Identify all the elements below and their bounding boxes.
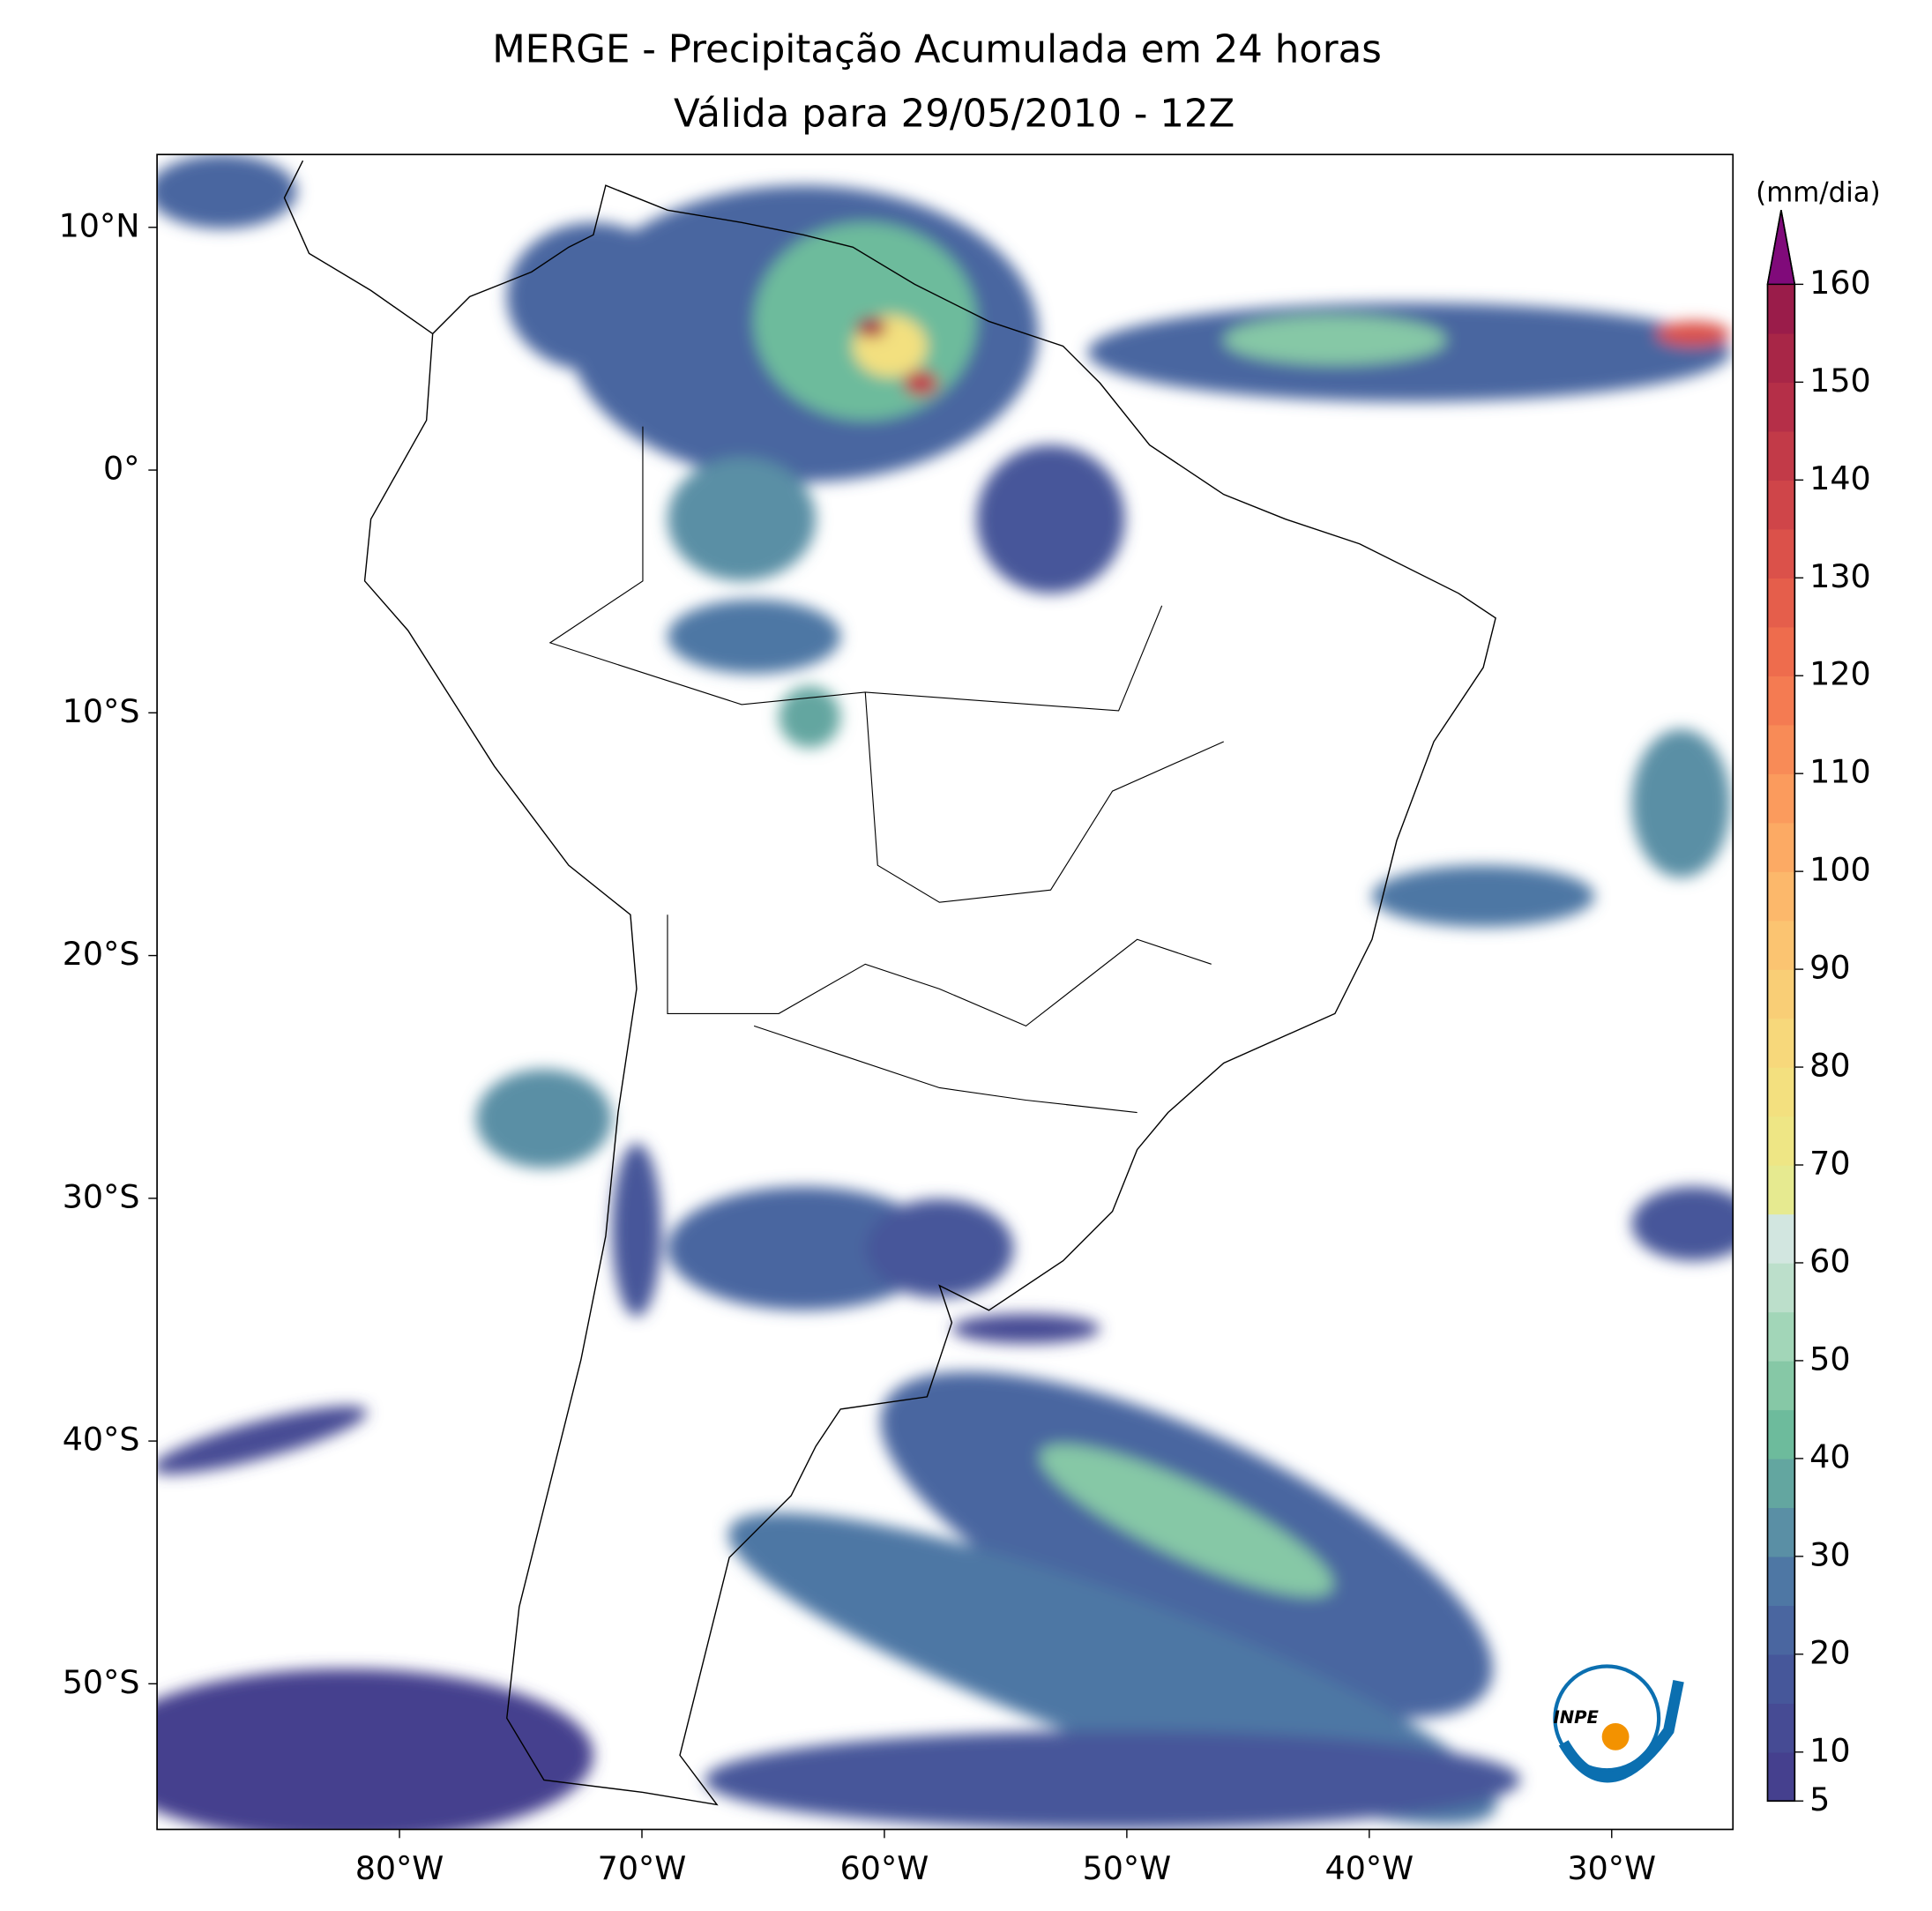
colorbar-band xyxy=(1767,724,1795,774)
colorbar-tick-label: 10 xyxy=(1809,1731,1850,1769)
colorbar-tick-label: 130 xyxy=(1809,557,1871,595)
colorbar-band xyxy=(1767,920,1795,970)
colorbar-band xyxy=(1767,773,1795,824)
colorbar-band xyxy=(1767,528,1795,579)
colorbar-tick-label: 20 xyxy=(1809,1633,1850,1671)
colorbar-tick-label: 80 xyxy=(1809,1047,1850,1085)
y-tick-label: 10°S xyxy=(63,692,140,730)
colorbar-tick-label: 30 xyxy=(1809,1535,1850,1573)
colorbar-band xyxy=(1767,430,1795,481)
x-tick-label: 30°W xyxy=(1567,1849,1656,1887)
colorbar-band xyxy=(1767,1751,1795,1802)
borders xyxy=(548,426,1224,1114)
colorbar-band xyxy=(1767,284,1795,334)
colorbar-band xyxy=(1767,1409,1795,1459)
x-tick-label: 70°W xyxy=(598,1849,687,1887)
y-tick-label: 20°S xyxy=(63,935,140,973)
colorbar-tick-label: 110 xyxy=(1809,753,1871,791)
colorbar-band xyxy=(1767,1703,1795,1753)
x-tick-label: 80°W xyxy=(355,1849,444,1887)
colorbar-band xyxy=(1767,1360,1795,1411)
y-tick-label: 50°S xyxy=(63,1663,140,1701)
x-tick-label: 50°W xyxy=(1083,1849,1172,1887)
colorbar-tick-label: 100 xyxy=(1809,851,1871,889)
colorbar-tick-label: 5 xyxy=(1809,1780,1830,1818)
colorbar-band xyxy=(1767,480,1795,530)
colorbar-band xyxy=(1767,1458,1795,1509)
colorbar-tick-label: 120 xyxy=(1809,655,1871,693)
colorbar-band xyxy=(1767,578,1795,628)
colorbar-band xyxy=(1767,1067,1795,1117)
colorbar-band xyxy=(1767,1556,1795,1607)
y-tick-label: 30°S xyxy=(63,1177,140,1215)
colorbar-band xyxy=(1767,332,1795,384)
colorbar-band xyxy=(1767,1165,1795,1215)
subtitle: Válida para 29/05/2010 - 12Z xyxy=(674,92,1235,136)
coastline xyxy=(283,160,1496,1806)
colorbar-band xyxy=(1767,871,1795,922)
colorbar-tick-label: 160 xyxy=(1809,264,1871,302)
colorbar-band xyxy=(1767,1507,1795,1557)
logo: INPE xyxy=(1553,1664,1684,1783)
colorbar-tick-label: 150 xyxy=(1809,362,1871,399)
colorbar-frame xyxy=(1766,210,1796,1803)
precipitation-field xyxy=(157,154,1734,1830)
colorbar-tick-label: 60 xyxy=(1809,1242,1850,1280)
colorbar-band xyxy=(1767,1018,1795,1068)
x-tick-label: 40°W xyxy=(1325,1849,1414,1887)
colorbar-band xyxy=(1767,1605,1795,1655)
colorbar-band xyxy=(1767,1653,1795,1704)
colorbar-band xyxy=(1767,1116,1795,1166)
map-frame xyxy=(156,153,1734,1831)
colorbar-band xyxy=(1767,1262,1795,1313)
colorbar-band xyxy=(1767,1213,1795,1264)
colorbar-band xyxy=(1767,822,1795,872)
colorbar-band xyxy=(1767,626,1795,676)
logo-text: INPE xyxy=(1553,1707,1599,1728)
colorbar-band xyxy=(1767,382,1795,432)
colorbar-band xyxy=(1767,969,1795,1019)
colorbar-band xyxy=(1767,676,1795,726)
colorbar-tick-label: 90 xyxy=(1809,949,1850,987)
colorbar-tick-label: 50 xyxy=(1809,1340,1850,1377)
logo-ring xyxy=(1553,1664,1661,1773)
colorbar-tick-label: 140 xyxy=(1809,459,1871,497)
logo-dot xyxy=(1601,1722,1630,1751)
colorbar-label: (mm/dia) xyxy=(1756,177,1881,209)
title: MERGE - Precipitação Acumulada em 24 hor… xyxy=(492,27,1382,71)
y-tick-label: 40°S xyxy=(63,1421,140,1459)
y-tick-label: 0° xyxy=(103,450,139,488)
colorbar-tick-label: 70 xyxy=(1809,1145,1850,1183)
x-tick-label: 60°W xyxy=(840,1849,929,1887)
logo-arrow xyxy=(1558,1680,1684,1783)
colorbar-tick-label: 40 xyxy=(1809,1437,1850,1475)
y-tick-label: 10°N xyxy=(59,206,140,244)
rain-areas xyxy=(157,154,1734,1830)
colorbar-band xyxy=(1767,1311,1795,1362)
